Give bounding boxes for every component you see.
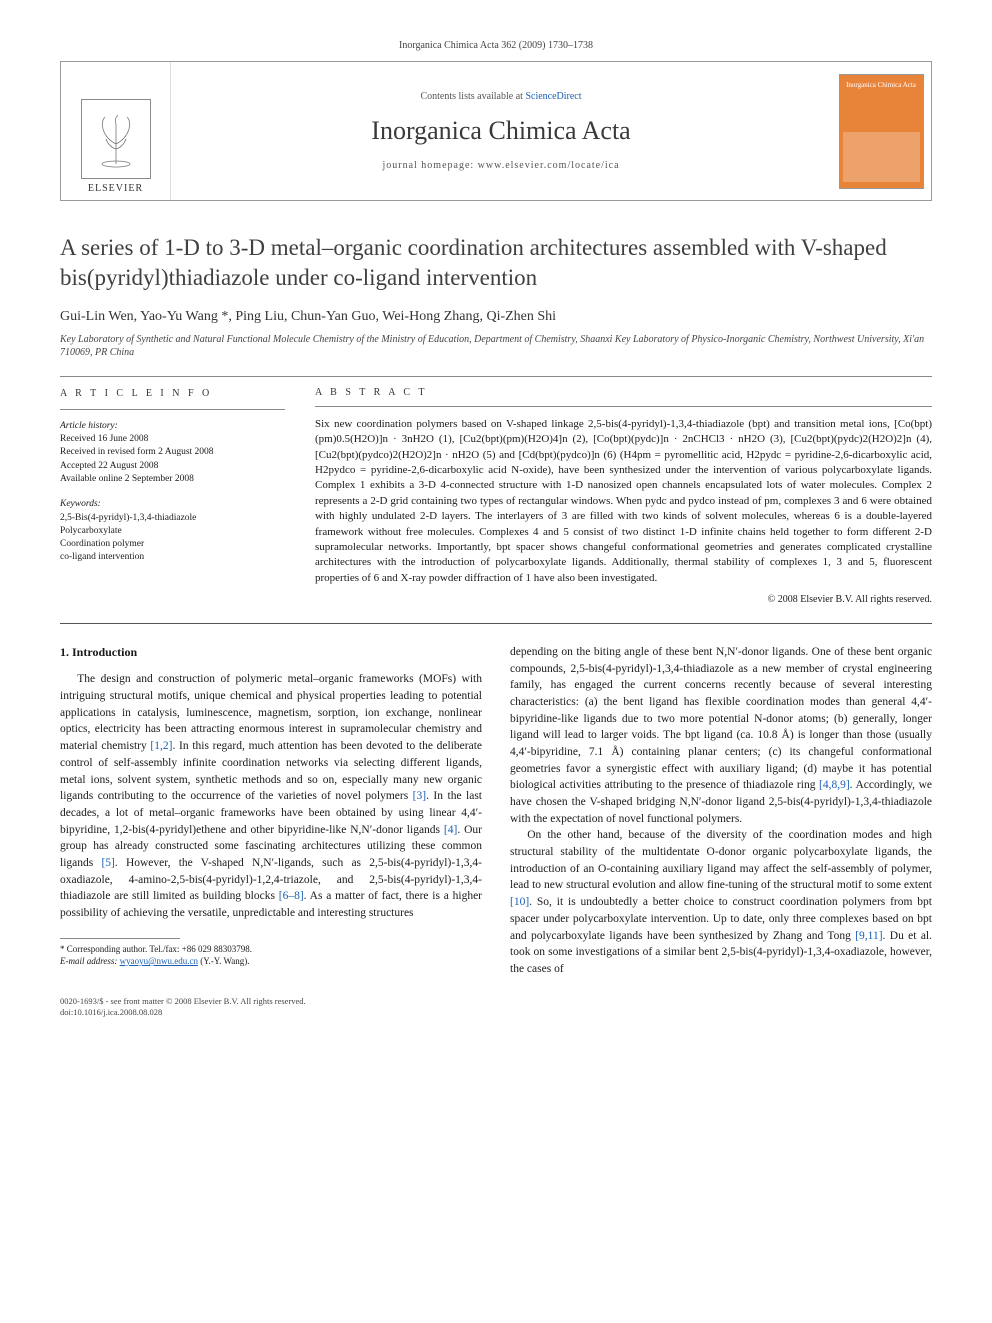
affiliation: Key Laboratory of Synthetic and Natural … (60, 333, 932, 360)
cover-text: Inorganica Chimica Acta (846, 81, 916, 89)
history-label: Article history: (60, 420, 285, 433)
article-title: A series of 1-D to 3-D metal–organic coo… (60, 233, 932, 293)
history-accepted: Accepted 22 August 2008 (60, 460, 285, 473)
keyword: 2,5-Bis(4-pyridyl)-1,3,4-thiadiazole (60, 512, 285, 525)
keywords-label: Keywords: (60, 498, 285, 511)
email-link[interactable]: wyaoyu@nwu.edu.cn (120, 956, 198, 966)
homepage-prefix: journal homepage: (382, 160, 477, 171)
body-right-column: depending on the biting angle of these b… (510, 644, 932, 977)
keyword: co-ligand intervention (60, 551, 285, 564)
publisher-logo-block: ELSEVIER (61, 62, 171, 200)
body-columns: 1. Introduction The design and construct… (60, 644, 932, 977)
page-footer: 0020-1693/$ - see front matter © 2008 El… (60, 996, 932, 1018)
abstract-heading: A B S T R A C T (315, 387, 932, 398)
journal-title: Inorganica Chimica Acta (371, 116, 630, 146)
history-revised: Received in revised form 2 August 2008 (60, 446, 285, 459)
divider (60, 376, 932, 377)
body-paragraph: depending on the biting angle of these b… (510, 644, 932, 827)
abstract-column: A B S T R A C T Six new coordination pol… (315, 387, 932, 605)
running-header: Inorganica Chimica Acta 362 (2009) 1730–… (60, 40, 932, 51)
footer-front-matter: 0020-1693/$ - see front matter © 2008 El… (60, 996, 932, 1007)
contents-line: Contents lists available at ScienceDirec… (420, 91, 581, 102)
abstract-copyright: © 2008 Elsevier B.V. All rights reserved… (315, 594, 932, 605)
article-info-heading: A R T I C L E I N F O (60, 387, 285, 401)
keyword: Polycarboxylate (60, 525, 285, 538)
homepage-line: journal homepage: www.elsevier.com/locat… (382, 160, 619, 171)
footer-doi: doi:10.1016/j.ica.2008.08.028 (60, 1007, 932, 1018)
cover-graphic-icon (843, 132, 920, 182)
divider (60, 409, 285, 410)
journal-cover-thumbnail: Inorganica Chimica Acta (839, 74, 924, 189)
abstract-text: Six new coordination polymers based on V… (315, 417, 932, 586)
email-footnote: E-mail address: wyaoyu@nwu.edu.cn (Y.-Y.… (60, 955, 482, 968)
history-online: Available online 2 September 2008 (60, 473, 285, 486)
email-label: E-mail address: (60, 956, 120, 966)
cover-thumb-block: Inorganica Chimica Acta (831, 62, 931, 200)
article-info-column: A R T I C L E I N F O Article history: R… (60, 387, 285, 605)
authors-line: Gui-Lin Wen, Yao-Yu Wang *, Ping Liu, Ch… (60, 309, 932, 325)
divider (315, 406, 932, 407)
body-left-column: 1. Introduction The design and construct… (60, 644, 482, 977)
sciencedirect-link[interactable]: ScienceDirect (525, 91, 581, 102)
elsevier-tree-icon (81, 99, 151, 179)
keyword: Coordination polymer (60, 538, 285, 551)
body-paragraph: On the other hand, because of the divers… (510, 827, 932, 977)
banner-center: Contents lists available at ScienceDirec… (171, 62, 831, 200)
journal-banner: ELSEVIER Contents lists available at Sci… (60, 61, 932, 201)
body-paragraph: The design and construction of polymeric… (60, 671, 482, 921)
section-divider (60, 623, 932, 624)
contents-prefix: Contents lists available at (420, 91, 525, 102)
homepage-url[interactable]: www.elsevier.com/locate/ica (478, 160, 620, 171)
footnote-divider (60, 938, 180, 939)
email-suffix: (Y.-Y. Wang). (198, 956, 250, 966)
elsevier-label: ELSEVIER (88, 183, 143, 194)
corresponding-author-footnote: * Corresponding author. Tel./fax: +86 02… (60, 943, 482, 956)
section-heading-intro: 1. Introduction (60, 644, 482, 661)
history-received: Received 16 June 2008 (60, 433, 285, 446)
